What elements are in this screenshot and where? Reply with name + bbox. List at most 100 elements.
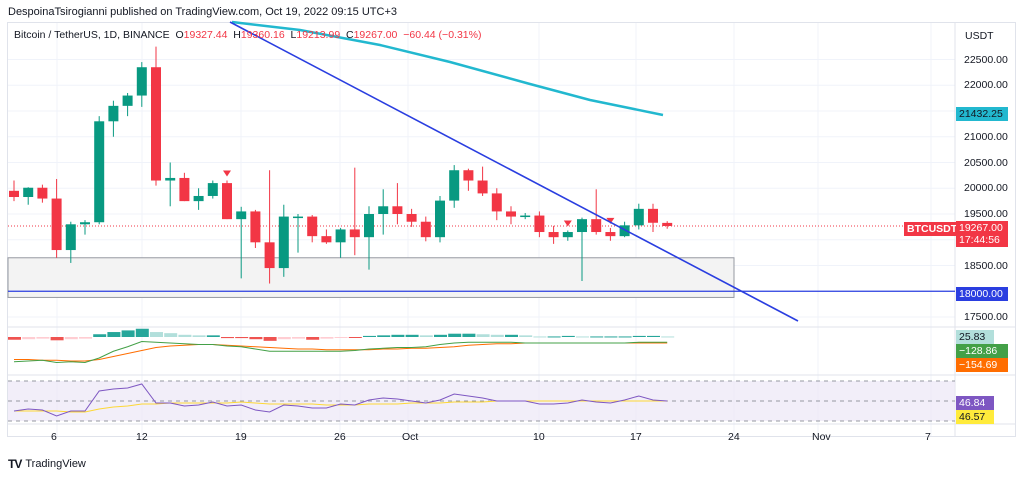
- candle-body: [435, 200, 445, 238]
- candle-body: [293, 216, 303, 219]
- macd-histogram-bar: [561, 335, 575, 337]
- candle-body: [349, 229, 360, 238]
- candle-body: [406, 214, 417, 222]
- candle-body: [463, 170, 474, 181]
- price-tick: 19500.00: [964, 208, 1008, 220]
- macd-histogram-bar: [334, 337, 348, 338]
- candle-body: [222, 183, 232, 220]
- candle-body: [193, 195, 204, 202]
- candle-body: [420, 221, 431, 238]
- macd-histogram-bar: [632, 335, 646, 337]
- price-tick: 22000.00: [964, 79, 1008, 92]
- macd-line-tag: −128.86: [956, 344, 1008, 358]
- sell-signal-icon: [223, 170, 231, 177]
- symbol-name[interactable]: Bitcoin / TetherUS, 1D, BINANCE: [14, 29, 170, 41]
- macd-hist-tag: 25.83: [956, 330, 994, 344]
- candle-body: [278, 216, 289, 269]
- sell-signal-icon: [563, 220, 572, 227]
- candle-body: [23, 187, 34, 198]
- price-tick: 21000.00: [964, 130, 1008, 143]
- brand-name[interactable]: TradingView: [25, 458, 86, 470]
- candle-body: [250, 211, 261, 243]
- open-value: 19327.44: [183, 29, 228, 41]
- macd-histogram-bar: [22, 337, 36, 340]
- time-tick: 17: [630, 431, 642, 443]
- candle-body: [165, 177, 176, 181]
- macd-histogram-bar: [377, 335, 391, 337]
- bar-countdown: 17:44:56: [959, 234, 1000, 246]
- macd-histogram-bar: [206, 335, 220, 337]
- macd-histogram-bar: [434, 334, 447, 337]
- price-tick: 20000.00: [964, 182, 1008, 195]
- macd-histogram-bar: [519, 335, 533, 337]
- high-label: H: [233, 29, 241, 41]
- time-tick: Nov: [812, 431, 831, 443]
- symbol-legend: Bitcoin / TetherUS, 1D, BINANCE O19327.4…: [14, 29, 481, 41]
- macd-histogram-bar: [405, 334, 419, 337]
- rsi-ma-line: [14, 400, 668, 413]
- macd-histogram-bar: [36, 337, 50, 339]
- publish-info: DespoinaTsirogianni published on Trading…: [8, 6, 398, 18]
- candle-body: [136, 67, 147, 96]
- candle-body: [449, 170, 460, 201]
- currency-label: USDT: [965, 30, 994, 42]
- candle-body: [619, 225, 630, 237]
- macd-histogram-bar: [391, 334, 405, 337]
- candle-body: [364, 214, 374, 238]
- macd-histogram-bar: [661, 336, 675, 338]
- trendline: [229, 21, 799, 322]
- candle-body: [37, 187, 48, 199]
- candle-body: [9, 190, 19, 198]
- macd-histogram-bar: [618, 336, 632, 338]
- open-label: O: [175, 29, 184, 41]
- macd-histogram-bar: [320, 337, 334, 339]
- macd-histogram-bar: [462, 333, 476, 337]
- candle-body: [662, 222, 673, 226]
- candle-body: [236, 211, 247, 220]
- candle-body: [335, 229, 346, 243]
- candle-body: [562, 232, 573, 238]
- candle-body: [548, 232, 559, 238]
- macd-histogram-bar: [533, 336, 547, 338]
- moving-average-line: [231, 20, 664, 117]
- macd-histogram-bar: [235, 337, 249, 339]
- macd-histogram-bar: [150, 332, 163, 337]
- candle-body: [122, 95, 133, 106]
- candle-body: [65, 224, 76, 251]
- candle-body: [633, 208, 644, 226]
- macd-histogram-bar: [505, 334, 518, 337]
- candle-body: [506, 211, 516, 217]
- time-tick: Oct: [402, 431, 419, 443]
- macd-histogram-bar: [576, 336, 589, 338]
- time-tick: 19: [235, 431, 247, 443]
- candle-body: [648, 208, 658, 223]
- macd-line: [13, 340, 668, 364]
- time-tick: 6: [51, 431, 57, 443]
- candle-body: [207, 183, 218, 196]
- macd-histogram-bar: [590, 336, 604, 338]
- candle-body: [577, 219, 587, 233]
- close-label: C: [346, 29, 354, 41]
- time-tick: 12: [136, 431, 148, 443]
- macd-histogram-bar: [348, 337, 362, 338]
- candle-body: [520, 215, 531, 218]
- sell-signal-icon: [606, 217, 615, 224]
- macd-histogram-bar: [306, 337, 320, 340]
- macd-histogram-bar: [448, 333, 462, 337]
- time-tick: 24: [728, 431, 740, 443]
- candle-body: [80, 222, 90, 225]
- high-value: 19360.16: [240, 29, 285, 41]
- price-tick: 17500.00: [964, 311, 1008, 323]
- low-label: L: [290, 29, 297, 41]
- macd-histogram-bar: [476, 334, 490, 337]
- low-value: 19213.99: [296, 29, 341, 41]
- macd-histogram-bar: [8, 337, 21, 340]
- support-level-tag: 18000.00: [956, 287, 1008, 301]
- macd-histogram-bar: [249, 337, 263, 340]
- macd-histogram-bar: [50, 337, 64, 341]
- price-tick: 18500.00: [964, 259, 1008, 272]
- footer: TV TradingView: [8, 457, 86, 471]
- macd-histogram-bar: [547, 336, 561, 338]
- macd-histogram-bar: [363, 335, 376, 337]
